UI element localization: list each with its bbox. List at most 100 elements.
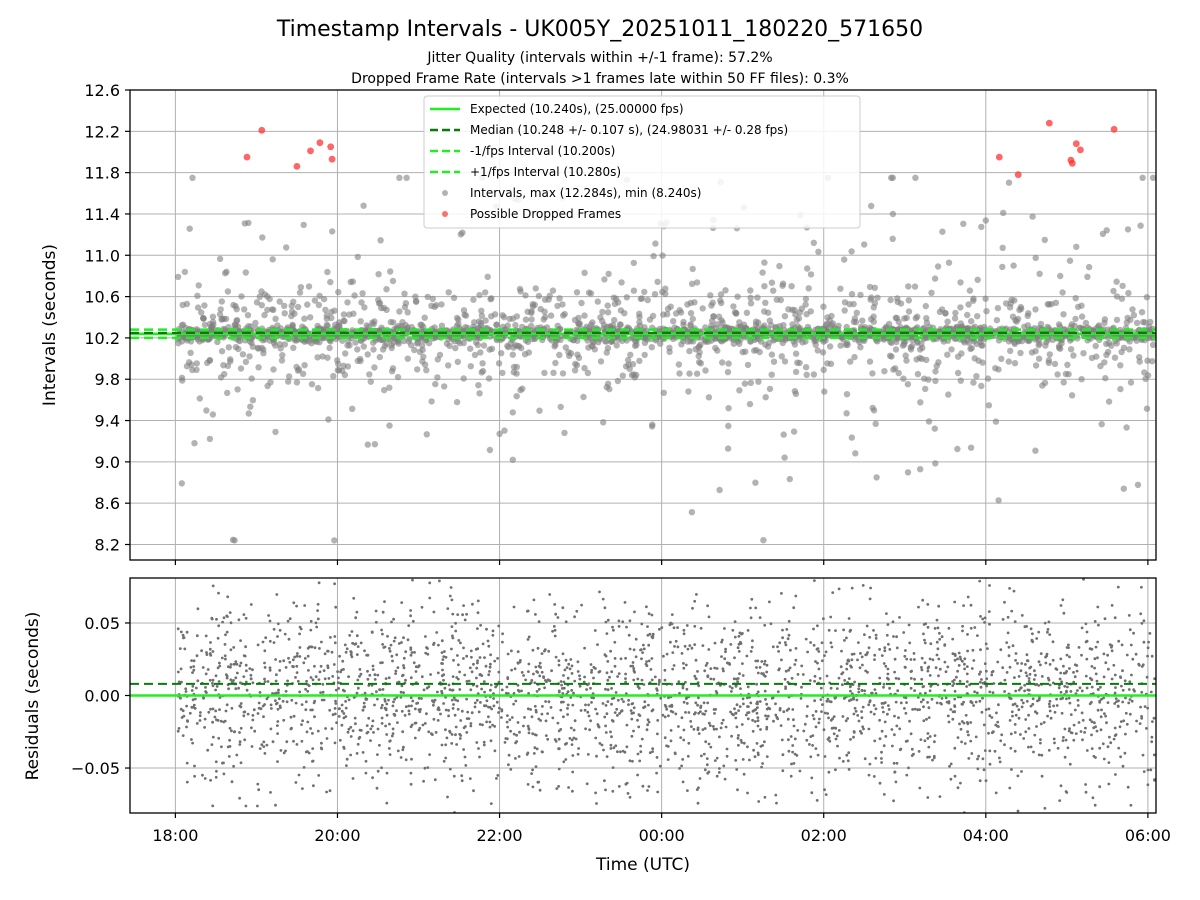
interval-point (1130, 312, 1138, 319)
residual-point (780, 592, 783, 595)
residual-point (402, 666, 406, 670)
residual-point (771, 645, 775, 649)
interval-point (1139, 174, 1146, 181)
residual-point (837, 676, 841, 680)
residual-point (929, 684, 933, 688)
residual-point (734, 684, 738, 688)
residual-point (817, 650, 821, 653)
residual-point (302, 766, 306, 769)
interval-point (651, 291, 659, 298)
residual-point (575, 609, 579, 613)
residual-point (882, 662, 886, 665)
residual-point (211, 707, 215, 711)
residual-point (589, 663, 593, 666)
residual-point (951, 717, 955, 721)
intervals-y-tick-label: 11.4 (84, 205, 120, 224)
residual-point (682, 628, 686, 632)
interval-point (762, 299, 769, 306)
interval-point (319, 353, 326, 360)
interval-point (488, 295, 495, 302)
residual-point (577, 747, 580, 750)
interval-point (643, 327, 650, 335)
residual-point (211, 584, 215, 588)
residual-point (463, 618, 467, 622)
interval-point (617, 307, 625, 314)
residual-point (1031, 702, 1035, 706)
residual-point (409, 696, 413, 700)
interval-point (1141, 319, 1149, 326)
interval-point (550, 369, 557, 376)
interval-point (340, 311, 348, 318)
residual-point (621, 620, 625, 624)
interval-point (1104, 348, 1112, 356)
residual-point (729, 710, 732, 714)
residual-point (1051, 640, 1055, 644)
residual-point (578, 684, 582, 688)
interval-point (537, 305, 544, 313)
residual-point (783, 677, 787, 681)
residual-point (787, 619, 791, 623)
residual-point (625, 745, 629, 749)
interval-point (499, 369, 506, 377)
interval-point (201, 321, 209, 329)
residual-point (765, 663, 769, 667)
residual-point (318, 670, 322, 674)
residual-point (778, 708, 782, 712)
residual-point (185, 780, 189, 784)
residual-point (1097, 623, 1100, 627)
residual-point (1068, 655, 1071, 659)
residual-point (225, 614, 229, 618)
residual-point (1073, 708, 1077, 712)
residual-point (182, 636, 186, 639)
residual-point (814, 747, 818, 750)
interval-point (452, 344, 459, 352)
interval-point (342, 350, 349, 357)
residual-point (781, 636, 784, 640)
residual-point (934, 666, 938, 670)
residual-point (229, 621, 233, 625)
residual-point (1070, 731, 1074, 735)
residual-point (822, 617, 825, 621)
residual-point (456, 654, 459, 657)
residual-point (639, 648, 642, 652)
residual-point (725, 754, 729, 758)
residual-point (650, 613, 654, 617)
residual-point (251, 714, 255, 717)
residual-point (349, 653, 353, 657)
residual-point (532, 752, 536, 755)
interval-point (344, 363, 352, 370)
intervals-y-tick-label: 9.0 (95, 453, 120, 472)
residual-point (508, 718, 512, 722)
residual-point (516, 721, 520, 724)
residual-point (261, 640, 265, 644)
residual-point (275, 673, 278, 677)
interval-point (932, 460, 939, 467)
residual-point (846, 659, 850, 662)
residual-point (384, 724, 387, 728)
residual-point (618, 712, 621, 715)
interval-point (575, 314, 582, 322)
residual-point (605, 712, 609, 716)
residual-point (832, 732, 836, 736)
residual-point (861, 725, 865, 729)
interval-point (432, 380, 439, 388)
residual-point (285, 700, 289, 704)
residual-point (854, 709, 858, 713)
residual-point (837, 729, 841, 732)
residual-point (396, 666, 400, 669)
intervals-plot-frame (129, 89, 1157, 561)
interval-point (693, 279, 701, 286)
residual-point (857, 684, 861, 688)
residual-point (640, 657, 643, 661)
residual-point (351, 641, 354, 645)
residual-point (362, 701, 366, 705)
residual-point (969, 739, 973, 743)
residual-point (1024, 730, 1028, 734)
residual-point (228, 745, 232, 748)
residual-point (1099, 728, 1103, 732)
residual-point (863, 757, 867, 761)
residual-point (464, 725, 467, 728)
interval-point (785, 306, 792, 313)
interval-point (296, 289, 304, 296)
residual-point (251, 681, 255, 685)
